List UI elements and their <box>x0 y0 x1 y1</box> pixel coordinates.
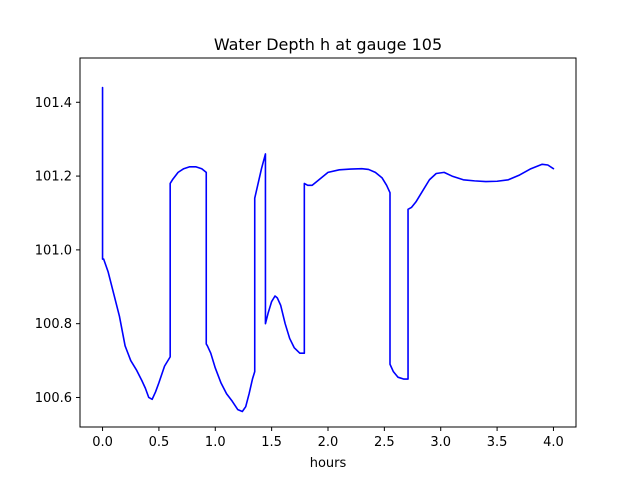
x-axis: 0.0 0.5 1.0 1.5 2.0 2.5 3.0 3.5 4.0 <box>92 427 564 450</box>
y-tick-label: 100.6 <box>35 391 72 406</box>
x-tick-label: 1.0 <box>205 435 226 450</box>
x-tick-label: 1.5 <box>261 435 282 450</box>
x-tick-label: 4.0 <box>543 435 564 450</box>
x-axis-label: hours <box>310 456 347 471</box>
series-line <box>101 86 555 413</box>
x-tick-label: 3.0 <box>430 435 451 450</box>
y-tick-label: 101.0 <box>35 243 72 258</box>
plot-area <box>101 86 555 413</box>
x-tick-label: 0.5 <box>149 435 170 450</box>
y-tick-label: 101.2 <box>35 170 72 185</box>
y-axis: 100.6 100.8 101.0 101.2 101.4 <box>35 96 80 406</box>
chart-title: Water Depth h at gauge 105 <box>214 35 442 54</box>
y-tick-label: 101.4 <box>35 96 72 111</box>
x-tick-label: 3.5 <box>487 435 508 450</box>
y-tick-label: 100.8 <box>35 317 72 332</box>
x-tick-label: 2.0 <box>318 435 339 450</box>
x-tick-label: 2.5 <box>374 435 395 450</box>
x-tick-label: 0.0 <box>92 435 113 450</box>
